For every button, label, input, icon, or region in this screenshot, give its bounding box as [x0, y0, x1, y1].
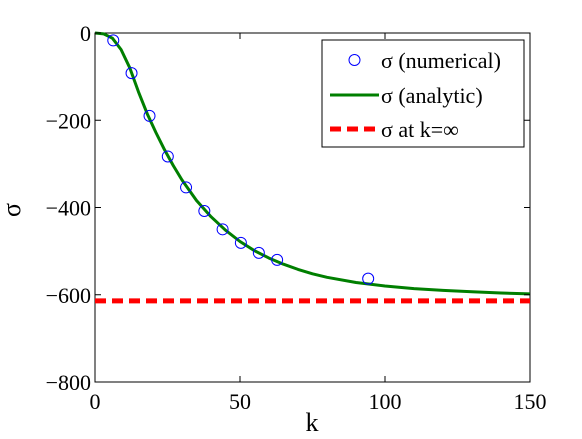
x-tick-label: 50: [229, 389, 251, 414]
numerical-point: [362, 272, 375, 285]
numerical-point: [161, 150, 174, 163]
y-tick-label: −600: [46, 283, 91, 308]
numerical-point: [271, 253, 284, 266]
legend-label: σ (numerical): [381, 48, 501, 73]
numerical-point: [252, 246, 265, 259]
x-axis-label: k: [306, 408, 319, 437]
y-tick-label: 0: [80, 21, 91, 46]
legend-swatch-numerical: [348, 54, 361, 66]
numerical-point: [198, 204, 211, 217]
numerical-point: [180, 181, 193, 194]
y-tick-label: −800: [46, 370, 91, 395]
legend-label: σ (analytic): [381, 83, 483, 108]
numerical-point: [125, 67, 138, 80]
numerical-point: [234, 236, 247, 249]
numerical-point: [143, 109, 156, 122]
legend-label: σ at k=∞: [381, 117, 459, 142]
y-axis-label: σ: [0, 203, 26, 217]
x-tick-label: 0: [90, 389, 101, 414]
numerical-point: [107, 34, 120, 47]
legend: σ (numerical) σ (analytic) σ at k=∞: [321, 39, 525, 148]
y-tick-label: −200: [46, 108, 91, 133]
x-tick-label: 150: [514, 389, 547, 414]
series-analytic-line: [94, 31, 531, 296]
x-tick-label: 100: [369, 389, 402, 414]
y-tick-label: −400: [46, 196, 91, 221]
tick-layer: 0 50 100 150 0 −200 −400 −600 −800: [46, 21, 547, 414]
numerical-point: [216, 223, 229, 236]
